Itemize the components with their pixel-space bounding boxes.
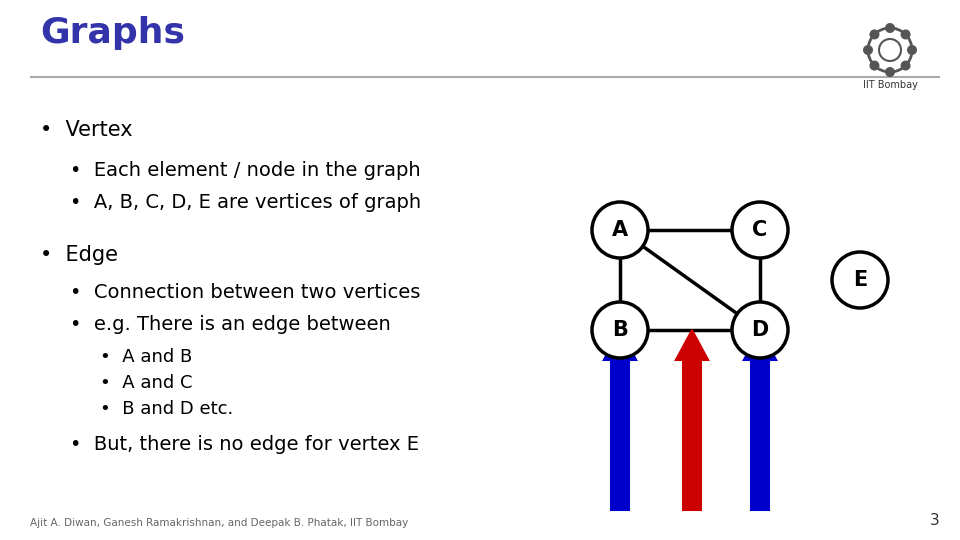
Circle shape	[900, 60, 910, 71]
Circle shape	[732, 302, 788, 358]
Text: B: B	[612, 320, 628, 340]
Text: Ajit A. Diwan, Ganesh Ramakrishnan, and Deepak B. Phatak, IIT Bombay: Ajit A. Diwan, Ganesh Ramakrishnan, and …	[30, 518, 408, 528]
Circle shape	[732, 202, 788, 258]
Text: VERTEX: VERTEX	[755, 381, 765, 429]
Circle shape	[885, 23, 895, 33]
FancyArrow shape	[604, 330, 636, 510]
Text: •  Connection between two vertices: • Connection between two vertices	[70, 282, 420, 301]
Text: •  Vertex: • Vertex	[40, 120, 132, 140]
Circle shape	[592, 202, 648, 258]
Text: 3: 3	[930, 513, 940, 528]
Circle shape	[832, 252, 888, 308]
Text: IIT Bombay: IIT Bombay	[863, 80, 918, 90]
Text: •  A and C: • A and C	[100, 374, 193, 392]
FancyArrow shape	[744, 330, 777, 510]
Text: VERTEX: VERTEX	[615, 381, 625, 429]
Text: •  A, B, C, D, E are vertices of graph: • A, B, C, D, E are vertices of graph	[70, 193, 421, 213]
Text: •  Edge: • Edge	[40, 245, 118, 265]
FancyArrow shape	[676, 330, 708, 510]
Text: Graphs: Graphs	[40, 16, 185, 50]
Circle shape	[592, 302, 648, 358]
Circle shape	[885, 67, 895, 77]
Text: EDGE: EDGE	[687, 388, 697, 422]
Circle shape	[863, 45, 873, 55]
Text: D: D	[752, 320, 769, 340]
Circle shape	[870, 60, 879, 71]
Text: •  But, there is no edge for vertex E: • But, there is no edge for vertex E	[70, 435, 419, 455]
Text: •  A and B: • A and B	[100, 348, 192, 366]
Text: •  Each element / node in the graph: • Each element / node in the graph	[70, 160, 420, 179]
Circle shape	[900, 30, 910, 39]
Circle shape	[907, 45, 917, 55]
Text: A: A	[612, 220, 628, 240]
Circle shape	[879, 39, 901, 61]
Circle shape	[870, 30, 879, 39]
Text: E: E	[852, 270, 867, 290]
Text: •  B and D etc.: • B and D etc.	[100, 400, 233, 418]
Text: C: C	[753, 220, 768, 240]
Text: •  e.g. There is an edge between: • e.g. There is an edge between	[70, 315, 391, 334]
